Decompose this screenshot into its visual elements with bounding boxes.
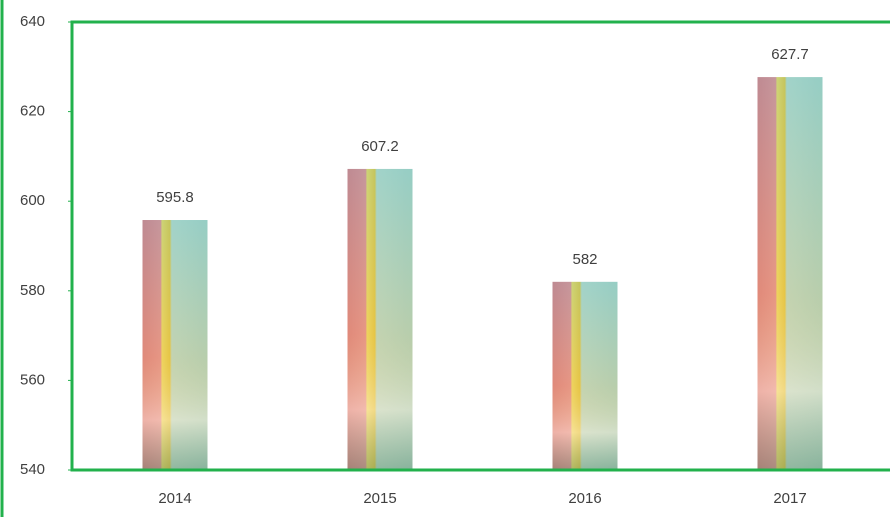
y-tick-label: 560 [20,371,45,388]
bar-shade [553,282,618,470]
data-label: 582 [572,251,597,268]
bar-shade [143,220,208,470]
chart: 540 560 580 600 620 640 2014 595.8 2015 607.2 2016… [0,0,890,517]
page: 540 560 580 600 620 640 2014 595.8 2015 607.2 2016… [0,0,890,517]
y-tick-label: 580 [20,282,45,299]
bar-shade [348,169,413,470]
y-tick-label: 540 [20,461,45,478]
data-label: 595.8 [156,189,194,206]
x-tick-label: 2015 [363,490,396,507]
bar-shade [758,77,823,470]
x-tick-label: 2014 [158,490,191,507]
x-tick-label: 2016 [568,490,601,507]
y-tick-label: 640 [20,13,45,30]
y-tick-label: 620 [20,103,45,120]
data-label: 607.2 [361,138,399,155]
x-tick-label: 2017 [773,490,806,507]
data-label: 627.7 [771,46,809,63]
y-tick-label: 600 [20,192,45,209]
